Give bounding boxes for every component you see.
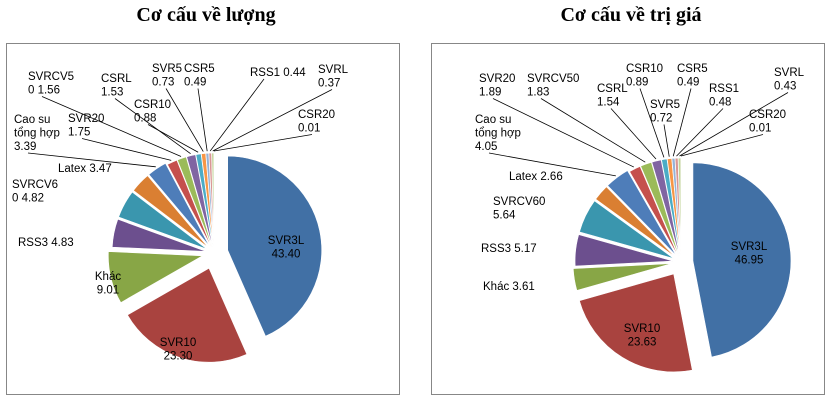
leader-line-svrl: [679, 92, 789, 157]
pie-slice-svr10: [579, 273, 693, 373]
leader-line-svrcv50: [41, 96, 182, 157]
leader-line-csrl: [610, 108, 657, 160]
pie-slice-svrcv60: [118, 191, 208, 250]
data-label-rss1: RSS1 0.48: [709, 83, 739, 109]
pie-slice-svrcv50: [177, 156, 213, 248]
pie-slice-rss3: [574, 234, 674, 267]
data-label-svr5: SVR5 0.73: [152, 63, 182, 89]
data-label-cao-su-tong-hop: Cao su tổng hợp 3.39: [14, 114, 60, 153]
leader-line-csrl: [114, 98, 191, 155]
data-label-svrcv60: SVRCV6 0 4.82: [12, 179, 58, 205]
data-label-khac: Khác 9.01: [95, 271, 121, 297]
data-label-cao-su-tong-hop: Cao su tổng hợp 4.05: [475, 114, 521, 153]
leader-line-csr5: [197, 88, 208, 152]
data-label-csr5: CSR5 0.49: [184, 63, 215, 89]
leader-line-svr5: [663, 124, 670, 157]
pie-slice-cao-su-tong-hop: [148, 162, 210, 247]
data-label-csr10: CSR10 0.88: [134, 99, 171, 125]
data-label-rss3: RSS3 4.83: [18, 237, 74, 249]
pie-slice-csrl: [651, 159, 680, 257]
chart-panel-quantity: Cơ cấu về lượng SVR3L 43.40 SVR10 23.30 Khác…: [6, 0, 406, 401]
pie-slice-cao-su-tong-hop: [607, 170, 677, 256]
leader-line-csr10: [639, 88, 665, 158]
pie-slice-khac: [108, 251, 204, 303]
pie-slice-rss3: [111, 218, 207, 252]
data-label-svrl: SVRL 0.43: [774, 67, 805, 93]
leader-line-csr5: [672, 88, 692, 157]
leader-line-svrl: [212, 89, 333, 152]
pie-slice-latex: [133, 175, 209, 248]
data-label-svr10: SVR10 23.30: [160, 337, 196, 363]
data-label-rss3: RSS3 5.17: [481, 243, 537, 255]
pie-slice-khac: [572, 263, 672, 291]
data-label-csr20: CSR20 0.01: [749, 109, 786, 135]
data-label-latex: Latex 3.47: [58, 163, 112, 175]
pie-slices: [108, 152, 322, 363]
chart-title: Cơ cấu về lượng: [136, 4, 276, 26]
data-label-svr5: SVR5 0.72: [650, 99, 680, 125]
leader-lines: [488, 88, 789, 177]
data-label-csrl: CSRL 1.53: [101, 73, 132, 99]
data-label-svrl: SVRL 0.37: [318, 64, 349, 90]
data-label-latex: Latex 2.66: [509, 171, 563, 183]
leader-line-csr10: [147, 124, 199, 153]
data-label-svr3l: SVR3L 43.40: [268, 235, 305, 261]
data-label-csr20: CSR20 0.01: [298, 109, 335, 135]
pie-chart-value: SVR3L 46.95 SVR10 23.63 Khác 3.61 RSS3 5.17 SV…: [475, 63, 805, 373]
pie-slices: [572, 157, 792, 373]
data-label-khac: Khác 3.61: [483, 281, 535, 293]
pie-slice-svrcv50: [640, 161, 680, 257]
leader-line-csr20: [680, 134, 764, 157]
data-label-svr20: SVR20 1.75: [68, 113, 104, 139]
pie-slice-svrcv60: [579, 200, 674, 259]
data-label-svr10: SVR10 23.63: [624, 323, 660, 349]
pie-slice-svr3l: [227, 155, 322, 337]
data-labels: SVR3L 46.95 SVR10 23.63 Khác 3.61 RSS3 5.17 SV…: [475, 63, 805, 349]
pie-slice-svr3l: [692, 162, 792, 358]
data-label-svrcv50: SVRCV50 1.83: [527, 73, 579, 99]
chart-frame: [6, 43, 400, 395]
leader-line-svrcv50: [540, 98, 646, 163]
pie-slice-csr10: [661, 158, 681, 257]
leader-line-cao-su-tong-hop: [27, 152, 156, 168]
leader-line-csr20: [213, 134, 313, 152]
pie-slice-latex: [595, 186, 676, 258]
leader-line-cao-su-tong-hop: [488, 152, 616, 177]
pie-slice-svr10: [127, 267, 248, 363]
pie-slice-csr10: [195, 153, 214, 248]
chart-panel-value: Cơ cấu về trị giá SVR3L 46.95 SVR10 23.63 Kh…: [431, 0, 831, 401]
pie-slice-csrl: [186, 154, 213, 248]
data-label-svr3l: SVR3L 46.95: [731, 241, 768, 267]
data-label-svr20: SVR20 1.89: [479, 73, 515, 99]
chart-title: Cơ cấu về trị giá: [560, 4, 702, 26]
data-label-csrl: CSRL 1.54: [597, 83, 628, 109]
data-label-csr10: CSR10 0.89: [626, 63, 663, 89]
chart-frame: [431, 43, 825, 395]
leader-lines: [27, 78, 333, 168]
leader-line-svr20: [81, 138, 172, 161]
pie-slice-svr20: [629, 166, 679, 257]
leader-line-rss1: [209, 78, 265, 152]
data-label-rss1: RSS1 0.44: [250, 67, 306, 79]
data-label-svrcv60: SVRCV60 5.64: [493, 196, 545, 222]
data-labels: SVR3L 43.40 SVR10 23.30 Khác 9.01 RSS3 4.83 SVR…: [12, 63, 349, 363]
pie-chart-quantity: SVR3L 43.40 SVR10 23.30 Khác 9.01 RSS3 4.83 SVR…: [12, 63, 349, 363]
leader-line-svr5: [165, 88, 204, 152]
data-label-svrcv50: SVRCV5 0 1.56: [28, 71, 74, 97]
leader-line-svr20: [492, 98, 635, 168]
data-label-csr5: CSR5 0.49: [677, 63, 708, 89]
leader-line-rss1: [676, 108, 724, 157]
pie-slice-svr20: [167, 159, 212, 248]
